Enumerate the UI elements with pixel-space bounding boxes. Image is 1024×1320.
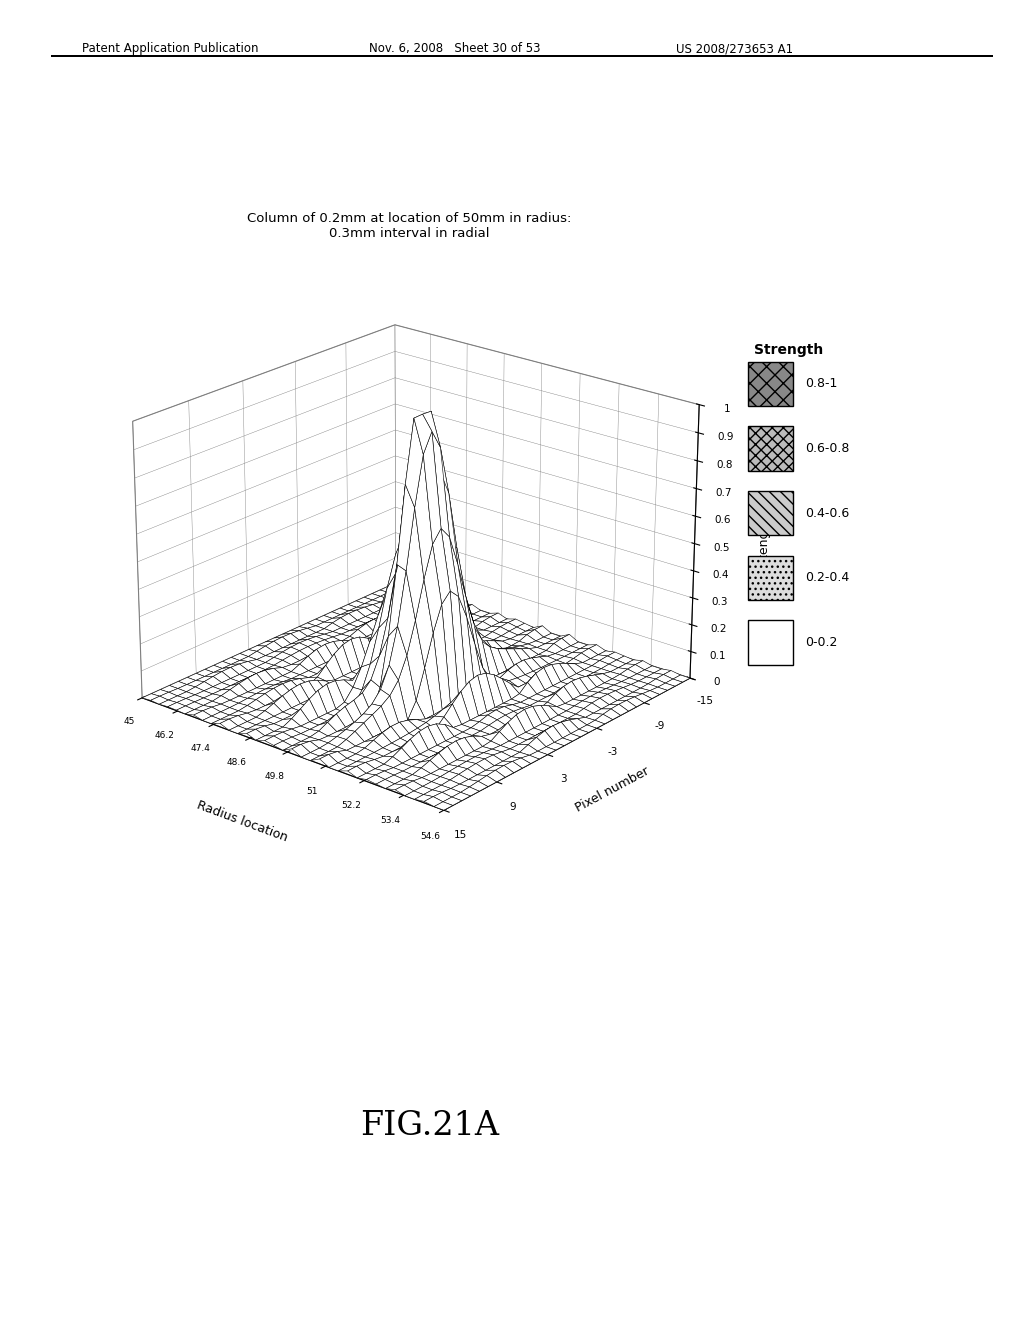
Bar — [748, 426, 793, 471]
Text: 0.2-0.4: 0.2-0.4 — [805, 572, 849, 585]
Title: Column of 0.2mm at location of 50mm in radius:
0.3mm interval in radial: Column of 0.2mm at location of 50mm in r… — [248, 213, 571, 240]
Bar — [748, 620, 793, 665]
Bar — [748, 362, 793, 407]
Text: Patent Application Publication: Patent Application Publication — [82, 42, 258, 55]
Text: FIG.21A: FIG.21A — [360, 1110, 500, 1142]
Text: 0-0.2: 0-0.2 — [805, 636, 838, 649]
Bar — [748, 556, 793, 601]
Text: 0.8-1: 0.8-1 — [805, 378, 838, 391]
Bar — [748, 491, 793, 536]
Text: 0.6-0.8: 0.6-0.8 — [805, 442, 849, 455]
X-axis label: Radius location: Radius location — [195, 799, 289, 845]
Text: Strength: Strength — [754, 343, 823, 358]
Text: Nov. 6, 2008   Sheet 30 of 53: Nov. 6, 2008 Sheet 30 of 53 — [369, 42, 540, 55]
Text: US 2008/273653 A1: US 2008/273653 A1 — [676, 42, 793, 55]
Y-axis label: Pixel number: Pixel number — [573, 764, 651, 814]
Text: 0.4-0.6: 0.4-0.6 — [805, 507, 849, 520]
